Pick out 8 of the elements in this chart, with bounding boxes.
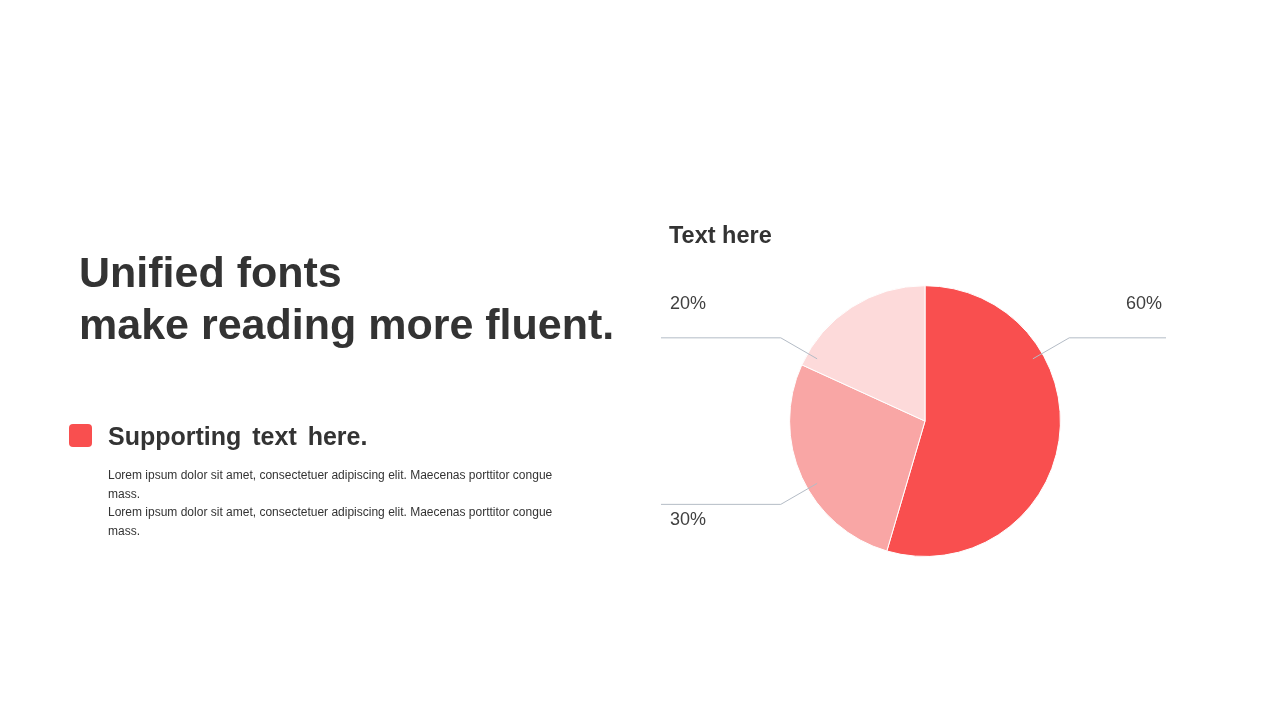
data-label: 20%: [669, 292, 706, 313]
chart-title: Text here: [669, 221, 772, 248]
text: Supporting text here.: [108, 421, 368, 452]
text: Lorem ipsum dolor sit amet, consectetuer adipiscing elit. Maecenas porttitor congue mass.: [108, 467, 554, 503]
text: Unified fonts make reading more fluent.: [79, 247, 615, 350]
text: Lorem ipsum dolor sit amet, consectetuer adipiscing elit. Maecenas porttitor congue mass.: [108, 504, 554, 540]
data-label: 30%: [669, 509, 706, 530]
data-label: 60%: [1125, 292, 1163, 313]
